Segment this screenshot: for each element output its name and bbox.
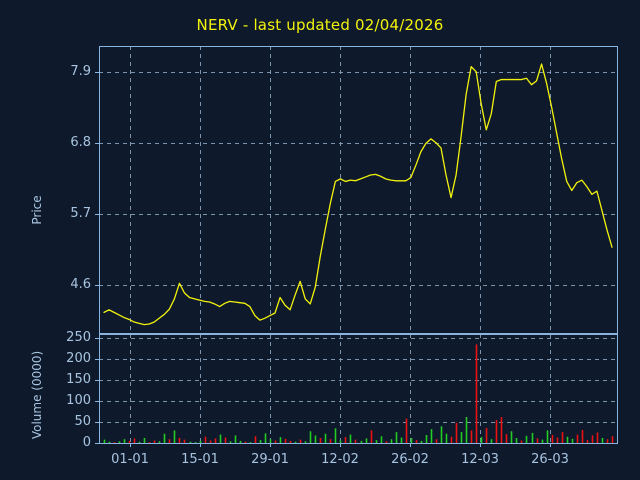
grid-lines — [99, 46, 617, 443]
x-tick-label: 12-03 — [461, 452, 499, 467]
volume-tick-label: 0 — [82, 434, 91, 450]
axis-ticks — [95, 72, 551, 447]
price-line — [103, 63, 613, 326]
price-tick-label: 7.9 — [70, 63, 91, 79]
volume-tick-label: 100 — [66, 392, 91, 408]
price-tick-label: 6.8 — [70, 134, 91, 150]
x-tick-label: 15-01 — [181, 452, 219, 467]
volume-tick-label: 50 — [74, 413, 91, 429]
x-tick-label: 01-01 — [111, 452, 149, 467]
page-title: NERV - last updated 02/04/2026 — [196, 16, 444, 34]
x-tick-label: 29-01 — [251, 452, 289, 467]
volume-tick-label: 200 — [66, 350, 91, 366]
volume-tick-label: 250 — [66, 329, 91, 345]
price-line-path — [103, 63, 613, 326]
volume-bars — [103, 344, 614, 443]
x-tick-label: 26-03 — [531, 452, 569, 467]
x-tick-label: 12-02 — [321, 452, 359, 467]
volume-tick-label: 150 — [66, 371, 91, 387]
price-panel-border — [99, 46, 618, 334]
volume-panel-border — [99, 334, 618, 444]
x-tick-label: 26-02 — [391, 452, 429, 467]
price-tick-label: 4.6 — [70, 276, 91, 292]
price-tick-label: 5.7 — [70, 205, 91, 221]
panel-borders — [99, 46, 618, 444]
